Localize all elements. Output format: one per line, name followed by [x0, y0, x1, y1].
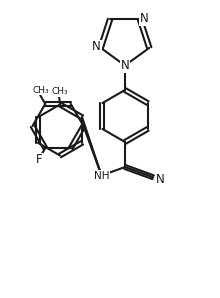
Text: N: N — [92, 41, 101, 53]
Text: CH₃: CH₃ — [32, 86, 49, 95]
Text: F: F — [35, 153, 42, 166]
Text: CH₃: CH₃ — [52, 87, 68, 96]
Text: NH: NH — [94, 170, 109, 181]
Text: N: N — [140, 12, 148, 25]
Text: N: N — [155, 173, 164, 186]
Text: N: N — [121, 59, 129, 72]
